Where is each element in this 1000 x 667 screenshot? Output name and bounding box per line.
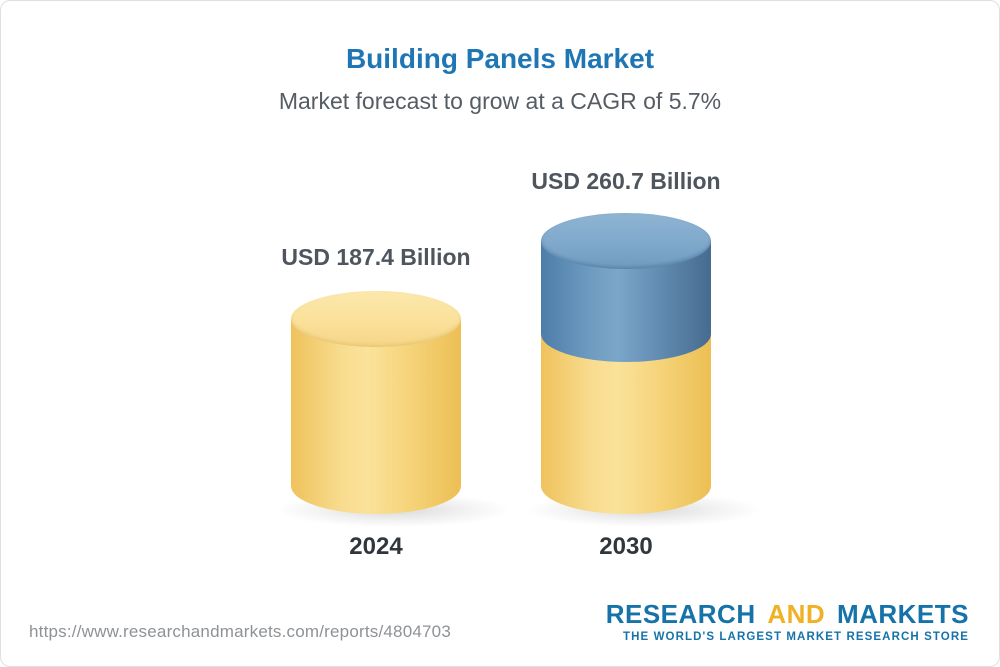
- logo-word-markets: MARKETS: [836, 599, 969, 629]
- bar-2024-cylinder: [291, 291, 461, 514]
- bar-value-label-2030: USD 260.7 Billion: [531, 168, 721, 194]
- chart-subtitle: Market forecast to grow at a CAGR of 5.7…: [278, 88, 722, 114]
- chart-title: Building Panels Market: [345, 43, 655, 74]
- logo-word-research: RESEARCH: [605, 599, 756, 629]
- source-url-text: https://www.researchandmarkets.com/repor…: [29, 622, 451, 641]
- logo-tagline: THE WORLD'S LARGEST MARKET RESEARCH STOR…: [623, 631, 969, 644]
- research-and-markets-logo: RESEARCH AND MARKETS THE WORLD'S LARGEST…: [605, 599, 969, 644]
- x-axis-label-2024: 2024: [349, 533, 403, 560]
- logo-wordmark: RESEARCH AND MARKETS: [605, 599, 969, 629]
- bar-2024-top-ellipse: [291, 291, 461, 347]
- bar-2030-top-ellipse: [541, 213, 711, 269]
- bar-2030-cylinder: [541, 213, 711, 514]
- x-axis-label-2030: 2030: [599, 533, 653, 560]
- bar-value-label-2024: USD 187.4 Billion: [281, 244, 471, 270]
- bar-2024-body: [291, 319, 461, 514]
- logo-word-and: AND: [767, 599, 826, 629]
